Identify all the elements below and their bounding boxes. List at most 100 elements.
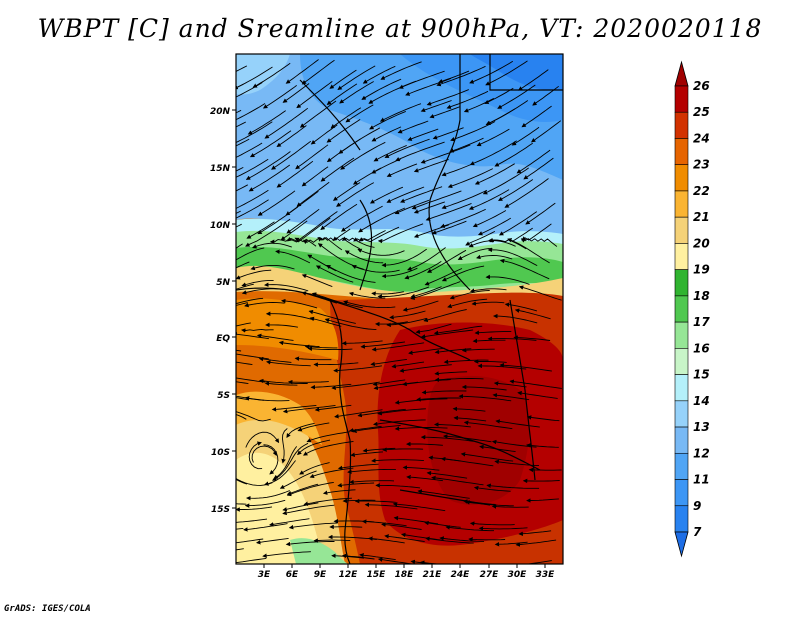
streamline: [244, 499, 286, 508]
streamline: [292, 566, 332, 567]
lat-label: 15S: [211, 505, 230, 515]
streamline: [528, 467, 562, 473]
lat-label: 5S: [217, 391, 230, 401]
colorbar-swatch: [674, 111, 689, 139]
streamline: [484, 87, 514, 104]
streamline: [425, 536, 474, 544]
streamline: [485, 100, 529, 126]
streamline: [523, 157, 554, 180]
streamline: [441, 265, 485, 282]
streamline: [294, 356, 332, 361]
streamline: [236, 302, 248, 306]
latitude-axis: 20N 15N 10N 5N EQ 5S 10S 15S: [210, 107, 236, 515]
streamline: [394, 398, 448, 405]
streamline: [399, 364, 452, 373]
streamline: [245, 431, 280, 448]
colorbar-swatch: [674, 479, 689, 507]
streamline: [420, 560, 443, 564]
streamline: [443, 434, 492, 443]
streamline: [408, 347, 445, 355]
colorbar-swatch: [674, 295, 689, 323]
streamline: [236, 361, 253, 366]
streamline: [282, 502, 319, 512]
colorbar-label: 20: [693, 236, 710, 250]
colorbar-swatch: [674, 269, 689, 297]
streamline: [303, 440, 354, 456]
streamline: [301, 166, 329, 187]
streamline: [337, 65, 376, 91]
streamline: [395, 141, 445, 162]
streamline: [342, 498, 376, 504]
streamline: [393, 515, 439, 525]
streamline: [453, 415, 487, 422]
lon-label: 9E: [314, 570, 327, 580]
streamline: [433, 325, 483, 336]
streamline: [244, 302, 285, 308]
streamline: [236, 261, 250, 269]
colorbar-swatch: [674, 85, 689, 113]
streamline: [286, 481, 334, 497]
streamline: [492, 393, 530, 401]
streamline: [236, 247, 265, 261]
streamline: [271, 140, 312, 170]
colorbar-label: 7: [693, 525, 702, 539]
streamline: [384, 534, 425, 543]
streamline: [302, 236, 343, 251]
streamline: [301, 273, 333, 288]
streamline: [530, 120, 562, 143]
streamline: [299, 100, 337, 128]
streamline: [468, 537, 506, 542]
streamline: [336, 182, 375, 207]
streamline: [465, 230, 496, 246]
streamline: [320, 203, 358, 231]
streamline: [386, 317, 427, 328]
streamline: [516, 149, 551, 174]
colorbar-swatch: [674, 190, 689, 218]
streamline: [371, 291, 404, 296]
streamline: [347, 468, 396, 474]
streamline: [313, 362, 359, 367]
streamline: [306, 431, 351, 443]
streamline: [447, 298, 488, 309]
streamline: [283, 566, 315, 567]
streamline: [398, 70, 445, 89]
streamline: [473, 359, 507, 364]
streamline: [288, 522, 338, 530]
streamline: [286, 208, 320, 234]
streamline: [450, 121, 496, 142]
streamline: [485, 60, 528, 86]
streamline: [526, 443, 559, 448]
streamline: [407, 128, 439, 141]
lon-label: 27E: [480, 570, 500, 580]
streamline: [293, 563, 295, 564]
streamline: [406, 441, 443, 447]
streamline: [410, 281, 461, 300]
streamline: [236, 377, 266, 383]
streamline: [423, 309, 467, 323]
streamline: [382, 447, 424, 452]
streamline: [405, 78, 452, 96]
streamline: [359, 553, 396, 561]
streamline: [371, 126, 402, 142]
streamline: [281, 298, 318, 309]
streamline: [469, 60, 514, 84]
colorbar-swatch: [674, 243, 689, 270]
colorbar-label: 15: [693, 368, 710, 382]
colorbar-swatch: [674, 374, 689, 402]
streamline: [426, 470, 468, 479]
streamline: [373, 419, 426, 427]
streamline: [351, 264, 400, 273]
lon-label: 33E: [536, 570, 556, 580]
streamline: [246, 490, 290, 501]
streamline: [371, 458, 424, 463]
streamline: [258, 356, 292, 363]
streamline: [236, 66, 273, 90]
streamline: [441, 163, 473, 177]
streamline: [297, 439, 331, 456]
colorbar-swatch: [674, 138, 689, 166]
streamline: [402, 379, 451, 387]
streamline: [397, 120, 429, 134]
streamline: [281, 428, 288, 464]
colorbar-label: 11: [693, 473, 710, 487]
streamline: [368, 536, 405, 544]
